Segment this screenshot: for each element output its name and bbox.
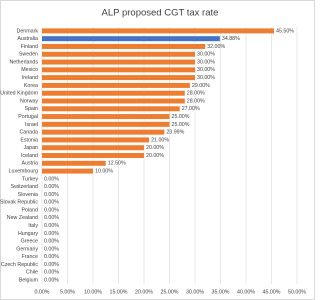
y-tick-label: New Zealand <box>7 215 38 221</box>
value-label: 45.50% <box>276 28 294 34</box>
value-label: 30.00% <box>197 59 215 65</box>
value-label: 0.00% <box>44 239 59 245</box>
value-label: 20.00% <box>146 145 164 151</box>
y-tick-label: Ireland <box>22 75 38 81</box>
bar <box>42 160 106 166</box>
x-tick-label: 30.00% <box>186 289 204 295</box>
bar <box>42 28 275 34</box>
value-label: 28.00% <box>187 91 205 97</box>
x-tick-label: 20.00% <box>135 289 153 295</box>
y-tick-label: Japan <box>24 145 38 151</box>
y-tick-label: France <box>22 254 39 260</box>
value-label: 0.00% <box>44 184 59 190</box>
value-label: 32.00% <box>207 44 225 50</box>
y-tick-label: Slovenia <box>18 192 38 198</box>
value-label: 28.00% <box>187 98 205 104</box>
y-tick-label: Netherlands <box>9 59 38 65</box>
bar <box>42 51 195 57</box>
x-tick-label: 35.00% <box>212 289 230 295</box>
bar <box>42 59 195 65</box>
y-tick-label: Finland <box>21 44 38 50</box>
value-label: 0.00% <box>44 192 59 198</box>
bar <box>42 43 206 49</box>
bar <box>42 121 170 127</box>
y-tick-label: Greece <box>21 239 38 245</box>
x-tick-label: 25.00% <box>161 289 179 295</box>
bar <box>42 129 165 135</box>
value-label: 0.00% <box>44 262 59 268</box>
y-tick-label: Norway <box>20 98 38 104</box>
y-tick-label: Austria <box>22 161 39 167</box>
value-label: 0.00% <box>44 215 59 221</box>
x-tick-label: 0.00% <box>34 289 49 295</box>
value-label: 23.99% <box>166 130 184 136</box>
bar <box>42 67 195 73</box>
y-tick-label: Luxembourg <box>9 168 38 174</box>
value-label: 0.00% <box>44 254 59 260</box>
y-tick-label: Switzerland <box>11 184 38 190</box>
y-tick-label: Iceland <box>21 153 38 159</box>
value-label: 30.00% <box>197 75 215 81</box>
bar <box>42 36 220 42</box>
y-tick-label: Canada <box>19 130 38 136</box>
y-tick-label: Denmark <box>17 28 39 34</box>
y-tick-label: Portugal <box>18 114 38 120</box>
y-tick-label: Mexico <box>21 67 38 73</box>
x-tick-label: 45.00% <box>263 289 281 295</box>
y-tick-label: Korea <box>24 83 38 89</box>
y-tick-label: Italy <box>28 223 38 229</box>
value-label: 0.00% <box>44 246 59 252</box>
y-tick-label: Spain <box>24 106 38 112</box>
y-tick-label: Czech Republic <box>1 262 38 268</box>
value-label: 0.00% <box>44 176 59 182</box>
value-label: 12.50% <box>108 161 126 167</box>
y-tick-label: Germany <box>16 246 38 252</box>
y-tick-label: United Kingdom <box>0 91 38 97</box>
x-tick-label: 10.00% <box>84 289 102 295</box>
y-tick-label: Belgium <box>19 278 39 284</box>
bar <box>42 153 144 158</box>
y-tick-label: Chile <box>26 270 38 276</box>
bar <box>42 114 170 120</box>
value-label: 25.00% <box>172 114 190 120</box>
bar <box>42 106 180 112</box>
value-label: 0.00% <box>44 231 59 237</box>
value-label: 30.00% <box>197 52 215 58</box>
bar <box>42 90 185 96</box>
y-tick-label: Sweden <box>19 52 38 58</box>
value-label: 0.00% <box>44 207 59 213</box>
y-tick-label: Estonia <box>20 137 38 143</box>
value-label: 0.00% <box>44 270 59 276</box>
value-label: 20.00% <box>146 153 164 159</box>
bar <box>42 82 190 88</box>
value-label: 27.00% <box>182 106 200 112</box>
value-label: 10.00% <box>95 168 113 174</box>
value-label: 25.00% <box>172 122 190 128</box>
x-tick-label: 15.00% <box>110 289 128 295</box>
value-label: 34.88% <box>222 36 240 42</box>
bar <box>42 98 185 104</box>
y-tick-label: Turkey <box>22 176 38 182</box>
x-tick-label: 5.00% <box>60 289 75 295</box>
bar <box>42 145 144 151</box>
chart-title: ALP proposed CGT tax rate <box>102 8 219 19</box>
bar <box>42 168 93 174</box>
x-tick-label: 40.00% <box>237 289 255 295</box>
value-label: 30.00% <box>197 67 215 73</box>
y-tick-label: Australia <box>17 36 38 42</box>
value-label: 0.00% <box>44 278 59 284</box>
y-tick-label: Slovak Republic <box>0 200 38 206</box>
x-tick-label: 50.00% <box>288 289 306 295</box>
y-tick-label: Israel <box>25 122 38 128</box>
y-tick-label: Poland <box>22 207 39 213</box>
value-label: 0.00% <box>44 200 59 206</box>
value-label: 21.00% <box>151 137 169 143</box>
bar <box>42 75 195 81</box>
y-tick-label: Hungary <box>18 231 38 237</box>
value-label: 0.00% <box>44 223 59 229</box>
value-label: 29.00% <box>192 83 210 89</box>
bar <box>42 137 150 143</box>
